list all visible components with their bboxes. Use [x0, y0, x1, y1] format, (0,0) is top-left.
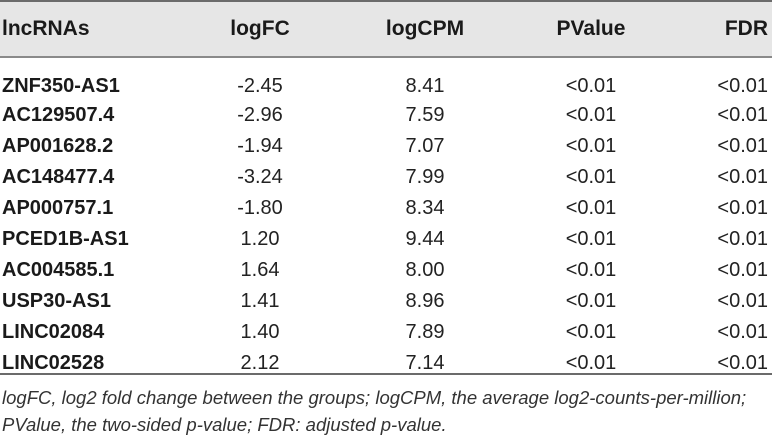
- column-header-lncrnas: lncRNAs: [2, 16, 90, 40]
- column-header-fdr: FDR: [724, 16, 768, 40]
- cell-logfc: 1.20: [240, 228, 280, 250]
- cell-fdr: <0.01: [717, 228, 768, 250]
- cell-lncrna-name: AC148477.4: [2, 166, 115, 188]
- cell-pvalue: <0.01: [565, 228, 617, 250]
- header-row: lncRNAs logFC logCPM PValue FDR: [0, 0, 772, 57]
- table-row: ZNF350-AS1 -2.45 8.41 <0.01 <0.01: [0, 57, 772, 100]
- cell-fdr: <0.01: [717, 75, 768, 97]
- cell-logcpm: 8.41: [405, 75, 445, 97]
- table-row: AP001628.2 -1.94 7.07 <0.01 <0.01: [0, 131, 772, 162]
- cell-logfc: -1.94: [237, 135, 283, 157]
- cell-logfc: 2.12: [240, 352, 280, 374]
- column-header-pvalue: PValue: [556, 16, 626, 40]
- cell-pvalue: <0.01: [565, 166, 617, 188]
- cell-logcpm: 7.07: [405, 135, 445, 157]
- table-header: lncRNAs logFC logCPM PValue FDR: [0, 0, 772, 57]
- cell-logcpm: 7.89: [405, 321, 445, 343]
- cell-logfc: -1.80: [237, 197, 283, 219]
- cell-lncrna-name: AP001628.2: [2, 135, 114, 157]
- table-row: LINC02528 2.12 7.14 <0.01 <0.01: [0, 348, 772, 379]
- cell-lncrna-name: PCED1B-AS1: [2, 228, 129, 250]
- table-row: PCED1B-AS1 1.20 9.44 <0.01 <0.01: [0, 224, 772, 255]
- cell-pvalue: <0.01: [565, 259, 617, 281]
- cell-pvalue: <0.01: [565, 197, 617, 219]
- column-header-logcpm: logCPM: [385, 16, 465, 40]
- cell-pvalue: <0.01: [565, 352, 617, 374]
- cell-lncrna-name: LINC02084: [2, 321, 105, 343]
- cell-lncrna-name: USP30-AS1: [2, 290, 111, 312]
- cell-logcpm: 8.34: [405, 197, 445, 219]
- table-row: AC004585.1 1.64 8.00 <0.01 <0.01: [0, 255, 772, 286]
- cell-fdr: <0.01: [717, 321, 768, 343]
- table-footnote: logFC, log2 fold change between the grou…: [2, 387, 747, 435]
- cell-logfc: -2.45: [237, 75, 283, 97]
- table-row: AC148477.4 -3.24 7.99 <0.01 <0.01: [0, 162, 772, 193]
- cell-logcpm: 7.14: [405, 352, 445, 374]
- cell-logcpm: 8.96: [405, 290, 445, 312]
- cell-fdr: <0.01: [717, 104, 768, 126]
- table-header-background: [0, 0, 772, 57]
- cell-logcpm: 8.00: [405, 259, 445, 281]
- table-row: LINC02084 1.40 7.89 <0.01 <0.01: [0, 317, 772, 348]
- cell-logcpm: 7.99: [405, 166, 445, 188]
- bottom-rule: [0, 373, 772, 375]
- cell-lncrna-name: ZNF350-AS1: [2, 75, 120, 97]
- cell-fdr: <0.01: [717, 259, 768, 281]
- header-rule: [0, 56, 772, 58]
- cell-lncrna-name: AP000757.1: [2, 197, 114, 219]
- lncrna-table: lncRNAs logFC logCPM PValue FDR ZNF350-A…: [0, 0, 772, 379]
- cell-fdr: <0.01: [717, 352, 768, 374]
- cell-lncrna-name: AC004585.1: [2, 259, 115, 281]
- cell-fdr: <0.01: [717, 197, 768, 219]
- cell-logfc: -3.24: [237, 166, 283, 188]
- table-row: USP30-AS1 1.41 8.96 <0.01 <0.01: [0, 286, 772, 317]
- cell-lncrna-name: LINC02528: [2, 352, 105, 374]
- table-row: AC129507.4 -2.96 7.59 <0.01 <0.01: [0, 100, 772, 131]
- cell-logfc: 1.41: [240, 290, 280, 312]
- cell-logfc: 1.40: [240, 321, 280, 343]
- cell-logcpm: 7.59: [405, 104, 445, 126]
- cell-logfc: -2.96: [237, 104, 283, 126]
- cell-pvalue: <0.01: [565, 104, 617, 126]
- cell-logcpm: 9.44: [405, 228, 445, 250]
- top-rule: [0, 0, 772, 2]
- column-header-logfc: logFC: [230, 16, 290, 40]
- cell-fdr: <0.01: [717, 166, 768, 188]
- cell-pvalue: <0.01: [565, 290, 617, 312]
- cell-pvalue: <0.01: [565, 75, 617, 97]
- table-body: ZNF350-AS1 -2.45 8.41 <0.01 <0.01 AC129507.4 -…: [0, 57, 772, 379]
- cell-pvalue: <0.01: [565, 321, 617, 343]
- cell-pvalue: <0.01: [565, 135, 617, 157]
- cell-fdr: <0.01: [717, 290, 768, 312]
- cell-fdr: <0.01: [717, 135, 768, 157]
- cell-logfc: 1.64: [240, 259, 280, 281]
- cell-lncrna-name: AC129507.4: [2, 104, 115, 126]
- table-row: AP000757.1 -1.80 8.34 <0.01 <0.01: [0, 193, 772, 224]
